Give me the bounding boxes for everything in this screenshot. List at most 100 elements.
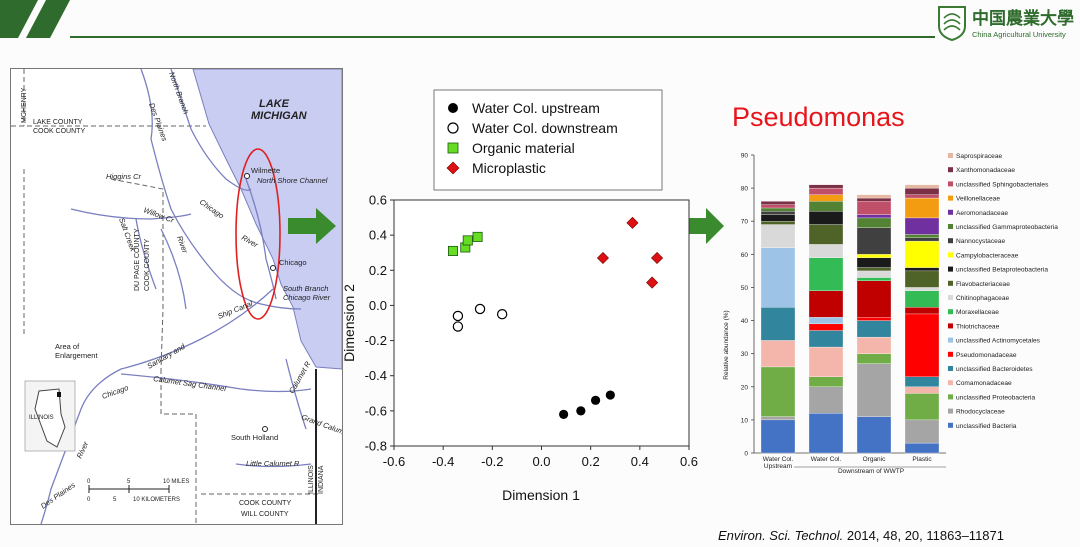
bar-legend-label: Comamonadaceae — [956, 380, 1012, 387]
bar-legend-swatch — [948, 422, 953, 428]
pcoa-legend-label: Microplastic — [472, 160, 546, 176]
header-green-stripe-2 — [26, 0, 70, 38]
bar-legend-swatch — [948, 224, 953, 229]
bar-segment — [904, 313, 940, 377]
label-illinois-state: ILLINOIS — [308, 465, 315, 494]
label-des-plaines-bottom: Des Plaines — [39, 480, 77, 510]
bar-segment — [904, 217, 940, 235]
bar-segment — [808, 386, 844, 414]
right-arrow-icon — [288, 208, 336, 244]
bar-legend-label: Flavobacteriaceae — [956, 281, 1010, 288]
county-boundaries — [11, 69, 321, 524]
bar-segment — [760, 211, 796, 215]
bar-segment — [808, 346, 844, 377]
bar-legend-label: unclassified Gammaproteobacteria — [956, 224, 1058, 231]
scale-bar — [88, 485, 170, 493]
label-chicago-river-1: Chicago — [198, 197, 226, 220]
bar-legend-swatch — [948, 181, 953, 187]
bar-legend-swatch — [948, 266, 953, 272]
bar-y-tick-label: 50 — [741, 285, 749, 292]
bar-segment — [856, 194, 892, 199]
bar-segment — [856, 363, 892, 417]
pcoa-point — [590, 395, 601, 405]
bar-legend-swatch — [948, 323, 953, 329]
label-chicago-lower: Chicago — [101, 383, 130, 401]
bar-segment — [856, 257, 892, 268]
bar-y-tick-label: 20 — [741, 384, 749, 391]
bar-y-tick-label: 90 — [741, 153, 749, 160]
lake-label-2: MICHIGAN — [251, 110, 308, 122]
bar-segment — [856, 214, 892, 219]
bar-y-tick-label: 0 — [744, 451, 748, 458]
bar-stacks — [760, 184, 940, 454]
pcoa-point — [452, 310, 464, 322]
pcoa-point — [462, 235, 473, 246]
waterways — [40, 69, 312, 524]
bar-y-tick-label: 10 — [741, 417, 749, 424]
bar-segment — [904, 287, 940, 291]
bar-legend-swatch — [948, 280, 953, 286]
bar-legend-swatch — [948, 337, 953, 343]
label-scale-0b: 0 — [87, 497, 91, 503]
bar-segment — [904, 376, 940, 387]
label-chicago-river-2: River — [240, 233, 260, 250]
bar-legend-swatch — [948, 209, 953, 215]
bar-segment — [856, 270, 892, 278]
label-scale-km: 10 KILOMETERS — [133, 497, 180, 503]
right-arrow-icon-2 — [680, 208, 724, 244]
bar-segment — [904, 307, 940, 315]
bar-segment — [856, 416, 892, 454]
bar-legend-swatch — [948, 252, 953, 258]
label-indiana-state: INDIANA — [318, 465, 325, 494]
bar-segment — [856, 201, 892, 215]
pcoa-scatter-chart: Water Col. upstream Water Col. downstream… — [341, 89, 698, 503]
bar-segment — [904, 197, 940, 219]
citation: Environ. Sci. Technol. 2014, 48, 20, 118… — [718, 528, 1004, 543]
bar-category-label: Organic — [863, 456, 887, 463]
bar-legend-swatch — [948, 238, 953, 244]
label-calumet-sag: Calumet Sag Channel — [153, 374, 227, 393]
pcoa-legend-marker — [446, 161, 460, 175]
label-des-plaines-top: Des Plaines — [147, 102, 169, 143]
label-scale-0a: 0 — [87, 479, 91, 485]
pcoa-point — [452, 321, 464, 332]
bar-segment — [808, 187, 844, 195]
bar-segment — [808, 317, 844, 325]
pcoa-point — [496, 309, 508, 320]
bar-segment — [808, 376, 844, 387]
lake-label-1: LAKE — [259, 98, 290, 110]
header-green-stripe — [0, 0, 38, 38]
bar-legend-label: Campylobacteraceae — [956, 252, 1019, 259]
bar-segment — [760, 340, 796, 368]
bar-segment — [904, 270, 940, 288]
bar-legend-label: Saprospiraceae — [956, 153, 1003, 160]
logo-chinese-name: 中国農業大學 — [972, 8, 1074, 28]
label-cook-county-top: COOK COUNTY — [33, 128, 85, 135]
bar-segment — [856, 280, 892, 318]
bar-legend-label: Veillonellaceae — [956, 196, 1000, 203]
bar-y-tick-label: 30 — [741, 351, 749, 358]
label-grand-calumet: Grand Calumet R — [300, 412, 343, 441]
bar-segment — [856, 217, 892, 228]
bar-legend-label: unclassified Bacteria — [956, 423, 1017, 430]
bar-segment — [760, 204, 796, 209]
south-holland-marker — [262, 426, 268, 432]
label-chicago-city: Chicago — [279, 258, 307, 267]
bar-legend-label: unclassified Sphingobacteriales — [956, 181, 1049, 188]
bar-legend-label: Nannocystaceae — [956, 238, 1005, 245]
pcoa-point — [448, 245, 459, 256]
bar-legend-label: Pseudomonadaceae — [956, 352, 1017, 359]
pcoa-point — [626, 216, 639, 229]
label-scale-5a: 5 — [127, 479, 131, 485]
bar-segment — [760, 221, 796, 225]
label-dupage-county: DU PAGE COUNTY — [134, 228, 141, 291]
bar-segment — [904, 419, 940, 444]
bar-segment — [856, 227, 892, 255]
pcoa-legend-label: Water Col. downstream — [472, 120, 618, 136]
pcoa-y-tick-label: 0.4 — [369, 228, 387, 243]
bar-segment — [856, 197, 892, 202]
bar-legend-label: Aeromonadaceae — [956, 210, 1008, 217]
label-sanitary: Sanitary and — [146, 341, 188, 370]
bar-segment — [760, 419, 796, 454]
